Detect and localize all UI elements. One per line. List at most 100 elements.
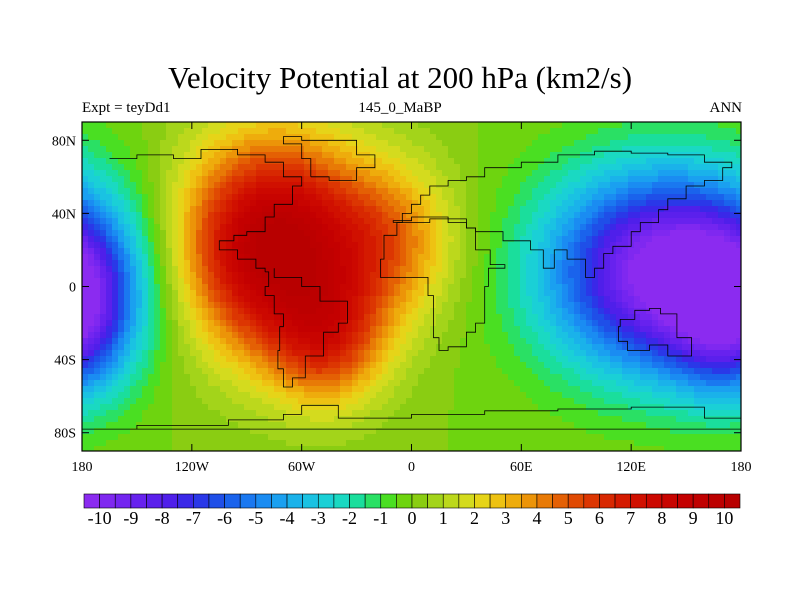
field-cell [256, 176, 263, 183]
field-cell [280, 200, 287, 207]
field-cell [538, 362, 545, 369]
field-cell [484, 146, 491, 153]
field-cell [592, 302, 599, 309]
field-cell [526, 140, 533, 147]
field-cell [550, 362, 557, 369]
field-cell [454, 158, 461, 165]
field-cell [136, 128, 143, 135]
field-cell [364, 122, 371, 129]
field-cell [412, 158, 419, 165]
field-cell [598, 170, 605, 177]
field-cell [574, 206, 581, 213]
field-cell [598, 164, 605, 171]
field-cell [526, 350, 533, 357]
field-cell [598, 296, 605, 303]
field-cell [148, 356, 155, 363]
field-cell [532, 170, 539, 177]
field-cell [574, 188, 581, 195]
field-cell [592, 344, 599, 351]
field-cell [652, 368, 659, 375]
field-cell [508, 338, 515, 345]
field-cell [718, 122, 725, 129]
field-cell [400, 164, 407, 171]
field-cell [322, 224, 329, 231]
field-cell [316, 158, 323, 165]
field-cell [256, 326, 263, 333]
field-cell [712, 236, 719, 243]
field-cell [634, 170, 641, 177]
field-cell [712, 350, 719, 357]
field-cell [394, 362, 401, 369]
field-cell [592, 200, 599, 207]
field-cell [430, 380, 437, 387]
field-cell [718, 230, 725, 237]
field-cell [190, 284, 197, 291]
field-cell [196, 320, 203, 327]
field-cell [364, 326, 371, 333]
field-cell [250, 284, 257, 291]
field-cell [370, 188, 377, 195]
field-cell [208, 368, 215, 375]
field-cell [388, 152, 395, 159]
field-cell [670, 272, 677, 279]
field-cell [700, 296, 707, 303]
field-cell [514, 242, 521, 249]
field-cell [502, 284, 509, 291]
field-cell [562, 224, 569, 231]
field-cell [448, 296, 455, 303]
field-cell [694, 260, 701, 267]
field-cell [370, 296, 377, 303]
field-cell [322, 332, 329, 339]
field-cell [466, 230, 473, 237]
field-cell [118, 206, 125, 213]
field-cell [178, 344, 185, 351]
field-cell [706, 266, 713, 273]
field-cell [628, 344, 635, 351]
field-cell [634, 212, 641, 219]
field-cell [520, 224, 527, 231]
field-cell [82, 134, 89, 141]
field-cell [118, 254, 125, 261]
field-cell [532, 278, 539, 285]
field-cell [694, 206, 701, 213]
field-cell [628, 200, 635, 207]
field-cell [298, 320, 305, 327]
field-cell [82, 380, 89, 387]
field-cell [712, 290, 719, 297]
field-cell [136, 392, 143, 399]
field-cell [148, 134, 155, 141]
field-cell [688, 278, 695, 285]
field-cell [352, 188, 359, 195]
field-cell [400, 302, 407, 309]
field-cell [112, 278, 119, 285]
field-cell [88, 152, 95, 159]
field-cell [322, 200, 329, 207]
field-cell [550, 350, 557, 357]
field-cell [496, 344, 503, 351]
field-cell [106, 152, 113, 159]
field-cell [466, 188, 473, 195]
field-cell [190, 230, 197, 237]
field-cell [148, 302, 155, 309]
field-cell [676, 332, 683, 339]
field-cell [382, 170, 389, 177]
field-cell [148, 128, 155, 135]
field-cell [226, 272, 233, 279]
field-cell [442, 296, 449, 303]
field-cell [634, 350, 641, 357]
field-cell [460, 356, 467, 363]
field-cell [478, 182, 485, 189]
field-cell [538, 314, 545, 321]
field-cell [286, 302, 293, 309]
field-cell [178, 272, 185, 279]
field-cell [580, 236, 587, 243]
field-cell [376, 320, 383, 327]
field-cell [220, 350, 227, 357]
field-cell [718, 140, 725, 147]
field-cell [178, 386, 185, 393]
field-cell [262, 368, 269, 375]
field-cell [706, 326, 713, 333]
field-cell [370, 248, 377, 255]
field-cell [634, 368, 641, 375]
field-cell [316, 194, 323, 201]
